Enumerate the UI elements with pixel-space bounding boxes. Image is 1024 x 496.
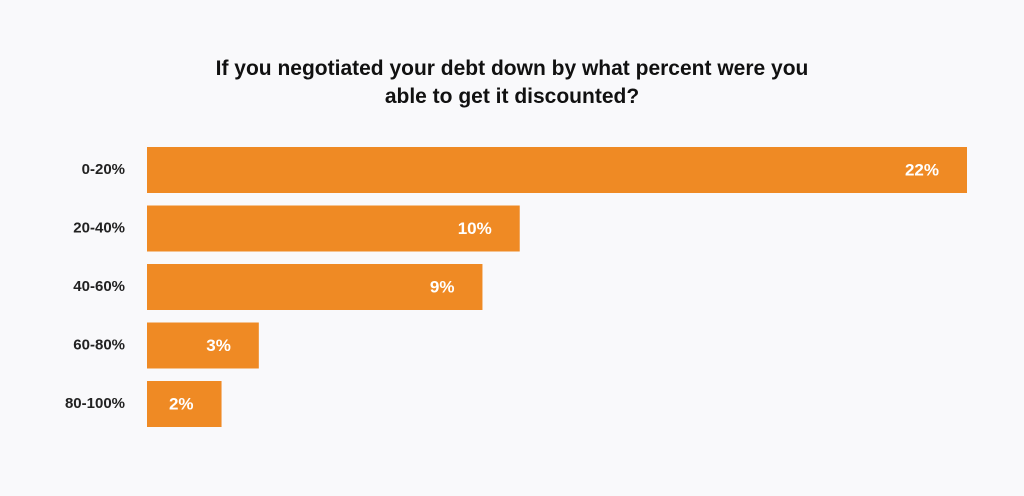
category-label: 0-20%: [82, 161, 125, 178]
bar: [147, 322, 259, 369]
value-label: 3%: [206, 336, 231, 355]
value-label: 2%: [169, 394, 194, 413]
bar: [147, 381, 222, 427]
category-label: 20-40%: [73, 219, 125, 236]
chart-title: If you negotiated your debt down by what…: [215, 57, 809, 108]
value-label: 9%: [430, 277, 455, 296]
value-label: 22%: [905, 160, 939, 179]
value-label: 10%: [458, 219, 492, 238]
category-label: 60-80%: [73, 336, 125, 353]
bar: [147, 264, 483, 310]
category-label: 40-60%: [73, 278, 125, 295]
bar: [147, 205, 520, 252]
category-label: 80-100%: [65, 395, 125, 412]
bar: [147, 147, 967, 193]
